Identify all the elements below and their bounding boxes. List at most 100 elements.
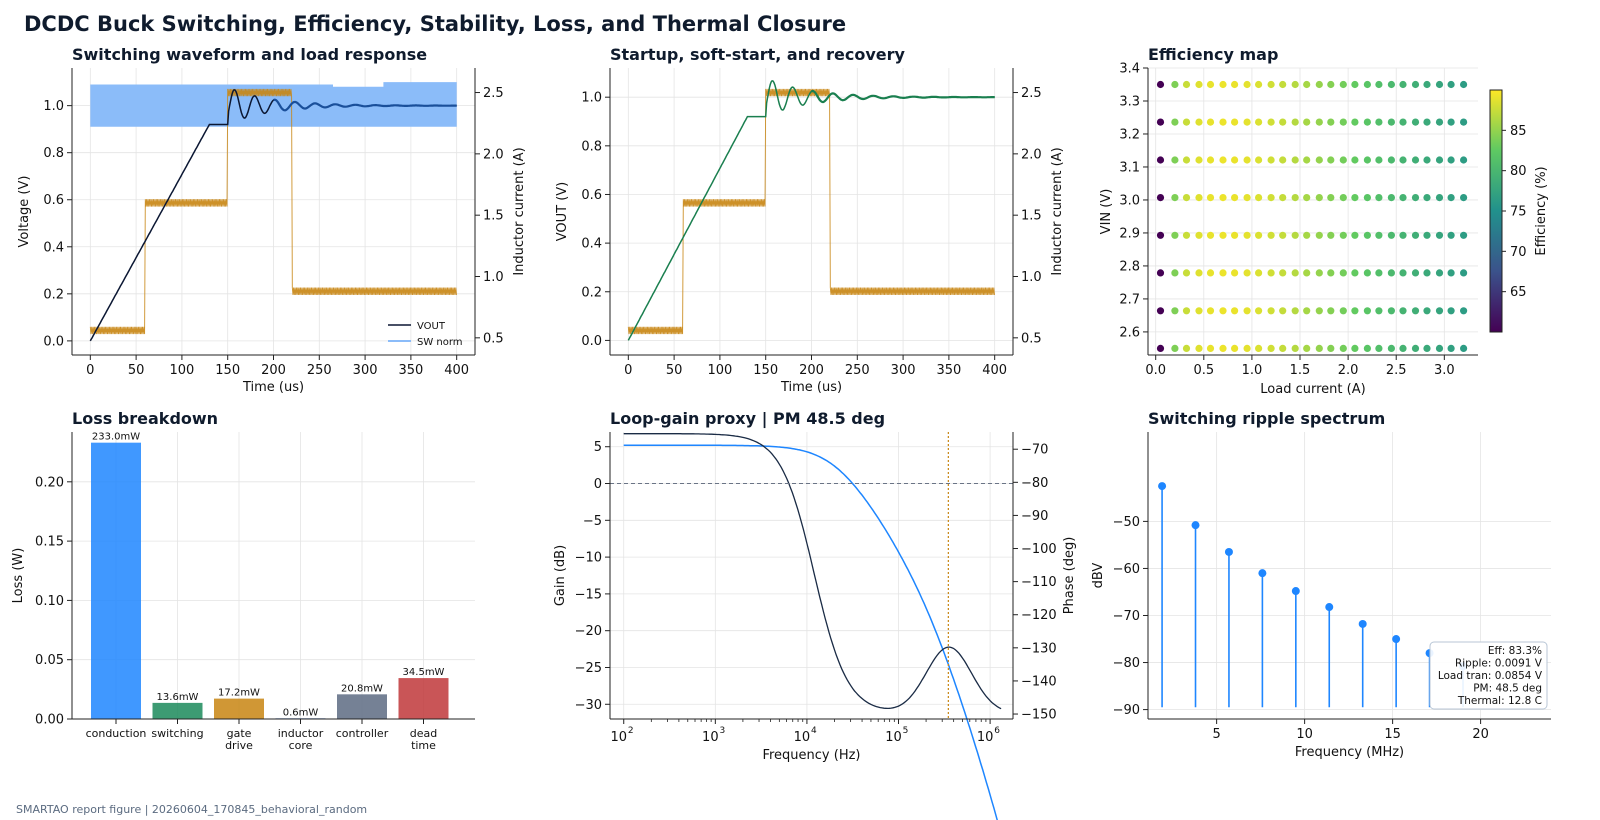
y-right-tick-label: 1.5	[483, 209, 504, 224]
efficiency-point	[1182, 269, 1191, 277]
efficiency-point	[1363, 80, 1371, 89]
efficiency-point	[1303, 269, 1311, 277]
metrics-annotation-line: Ripple: 0.0091 V	[1455, 658, 1543, 670]
efficiency-point	[1219, 80, 1227, 89]
category-label: dead	[410, 727, 437, 740]
x-tick-label: 100	[169, 363, 194, 378]
y-tick-label: 5	[594, 440, 602, 455]
efficiency-point	[1231, 231, 1239, 239]
efficiency-point	[1255, 269, 1263, 277]
efficiency-point	[1255, 118, 1263, 126]
efficiency-point	[1423, 194, 1431, 202]
panel-title: Switching ripple spectrum	[1148, 409, 1385, 428]
efficiency-point	[1363, 344, 1371, 352]
efficiency-point	[1447, 156, 1455, 164]
y-tick-label: −60	[1113, 562, 1140, 577]
efficiency-point	[1411, 80, 1420, 89]
loss-bar-label: 13.6mW	[157, 692, 199, 703]
efficiency-point	[1255, 307, 1263, 315]
efficiency-point	[1303, 118, 1311, 126]
efficiency-point	[1279, 344, 1287, 352]
spectrum-marker	[1191, 521, 1200, 530]
metrics-annotation-line: Load tran: 0.0854 V	[1438, 670, 1543, 682]
efficiency-point	[1435, 156, 1444, 164]
efficiency-point	[1460, 194, 1468, 202]
efficiency-point	[1435, 307, 1444, 315]
loss-bar-label: 17.2mW	[218, 688, 260, 699]
efficiency-point	[1363, 307, 1371, 315]
efficiency-point	[1423, 344, 1431, 352]
x-tick-label: 0.5	[1193, 363, 1214, 378]
efficiency-point	[1255, 231, 1263, 239]
efficiency-point	[1447, 344, 1455, 352]
efficiency-point	[1182, 307, 1191, 315]
x-tick-exponent: 5	[903, 726, 909, 736]
efficiency-point	[1375, 156, 1383, 164]
efficiency-point	[1219, 269, 1227, 277]
y-right-tick-label: −90	[1021, 509, 1048, 524]
y-right-tick-label: −100	[1021, 542, 1057, 557]
metrics-annotation-line: Thermal: 12.8 C	[1457, 695, 1542, 707]
efficiency-point	[1375, 80, 1383, 89]
efficiency-point	[1399, 344, 1407, 352]
panel-title: Loop-gain proxy | PM 48.5 deg	[610, 409, 885, 429]
category-label: switching	[151, 727, 203, 740]
efficiency-point	[1387, 269, 1395, 277]
panel-title: Switching waveform and load response	[72, 45, 427, 64]
spectrum-marker	[1392, 635, 1401, 644]
efficiency-point	[1411, 118, 1420, 126]
y-right-tick-label: −140	[1021, 674, 1057, 689]
x-tick-label: 200	[261, 363, 286, 378]
efficiency-point	[1435, 80, 1444, 89]
efficiency-point	[1206, 307, 1215, 315]
efficiency-point	[1327, 307, 1335, 315]
efficiency-point	[1219, 344, 1227, 352]
x-tick-label: 300	[353, 363, 378, 378]
efficiency-point	[1279, 118, 1287, 126]
efficiency-point	[1206, 156, 1215, 164]
efficiency-point	[1231, 344, 1239, 352]
efficiency-point	[1279, 194, 1287, 202]
x-tick-label: 50	[128, 363, 145, 378]
efficiency-point	[1206, 80, 1215, 89]
x-tick-exponent: 6	[994, 726, 1000, 736]
efficiency-point	[1171, 269, 1179, 277]
y-tick-label: 2.6	[1119, 325, 1140, 340]
efficiency-point	[1243, 118, 1251, 126]
efficiency-point	[1351, 118, 1359, 126]
x-tick-label: 10	[702, 730, 719, 745]
efficiency-point	[1291, 307, 1299, 315]
x-tick-label: 10	[794, 730, 811, 745]
efficiency-point	[1327, 118, 1335, 126]
y-tick-label: −70	[1113, 609, 1140, 624]
spectrum-marker	[1158, 482, 1167, 491]
inductor-current-line	[89, 88, 457, 335]
y-tick-label: 0.8	[581, 139, 602, 154]
x-tick-label: 300	[891, 363, 916, 378]
y-tick-label: 0.8	[43, 146, 64, 161]
y-right-axis-label: Phase (deg)	[1062, 537, 1077, 615]
efficiency-point	[1279, 231, 1287, 239]
y-tick-label: 0.05	[35, 653, 64, 668]
efficiency-point	[1171, 194, 1179, 202]
efficiency-point	[1399, 80, 1407, 89]
y-tick-label: −10	[575, 551, 602, 566]
efficiency-point	[1460, 231, 1468, 239]
legend-sw-label: SW norm	[417, 337, 463, 348]
efficiency-point	[1195, 118, 1203, 126]
efficiency-point	[1195, 344, 1203, 352]
x-tick-label: 150	[215, 363, 240, 378]
efficiency-point	[1279, 269, 1287, 277]
category-label: drive	[225, 739, 253, 752]
efficiency-point	[1255, 194, 1263, 202]
x-tick-label: 0	[624, 363, 632, 378]
efficiency-point	[1435, 194, 1444, 202]
efficiency-point	[1182, 194, 1191, 202]
colorbar-label: Efficiency (%)	[1534, 166, 1549, 255]
efficiency-point	[1219, 156, 1227, 164]
x-axis-label: Load current (A)	[1260, 382, 1365, 397]
x-tick-label: 10	[1296, 727, 1313, 742]
y-tick-label: 0.0	[43, 334, 64, 349]
y-right-tick-label: 2.5	[483, 86, 504, 101]
efficiency-point	[1206, 344, 1215, 352]
